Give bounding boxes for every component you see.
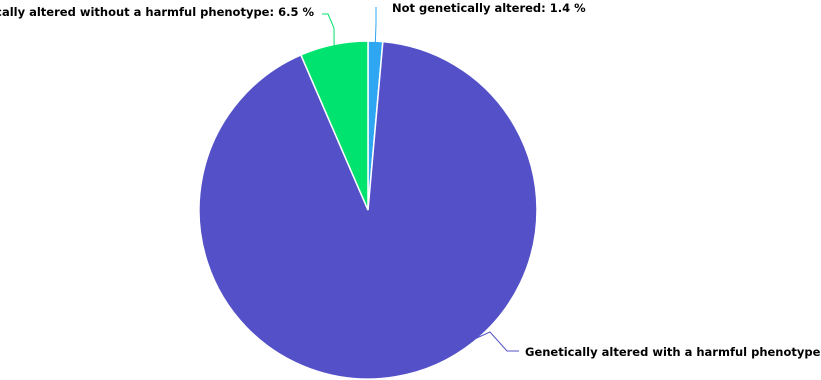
pie-labels: Not genetically altered: 1.4 % Geneticall…	[0, 1, 821, 359]
leader-line-not-altered	[374, 7, 377, 44]
pie-leader-lines	[322, 7, 519, 376]
slice-label-not-altered: Not genetically altered: 1.4 %	[392, 1, 586, 15]
pie-slices	[198, 40, 538, 380]
pie-slice-altered-harmful[interactable]	[198, 40, 538, 380]
leader-line-altered-harmful	[394, 331, 519, 376]
slice-label-altered-not-harmful: Genetically altered without a harmful ph…	[0, 5, 314, 19]
leader-line-altered-not-harmful	[322, 13, 335, 47]
slice-label-altered-harmful: Genetically altered with a harmful pheno…	[525, 345, 821, 359]
